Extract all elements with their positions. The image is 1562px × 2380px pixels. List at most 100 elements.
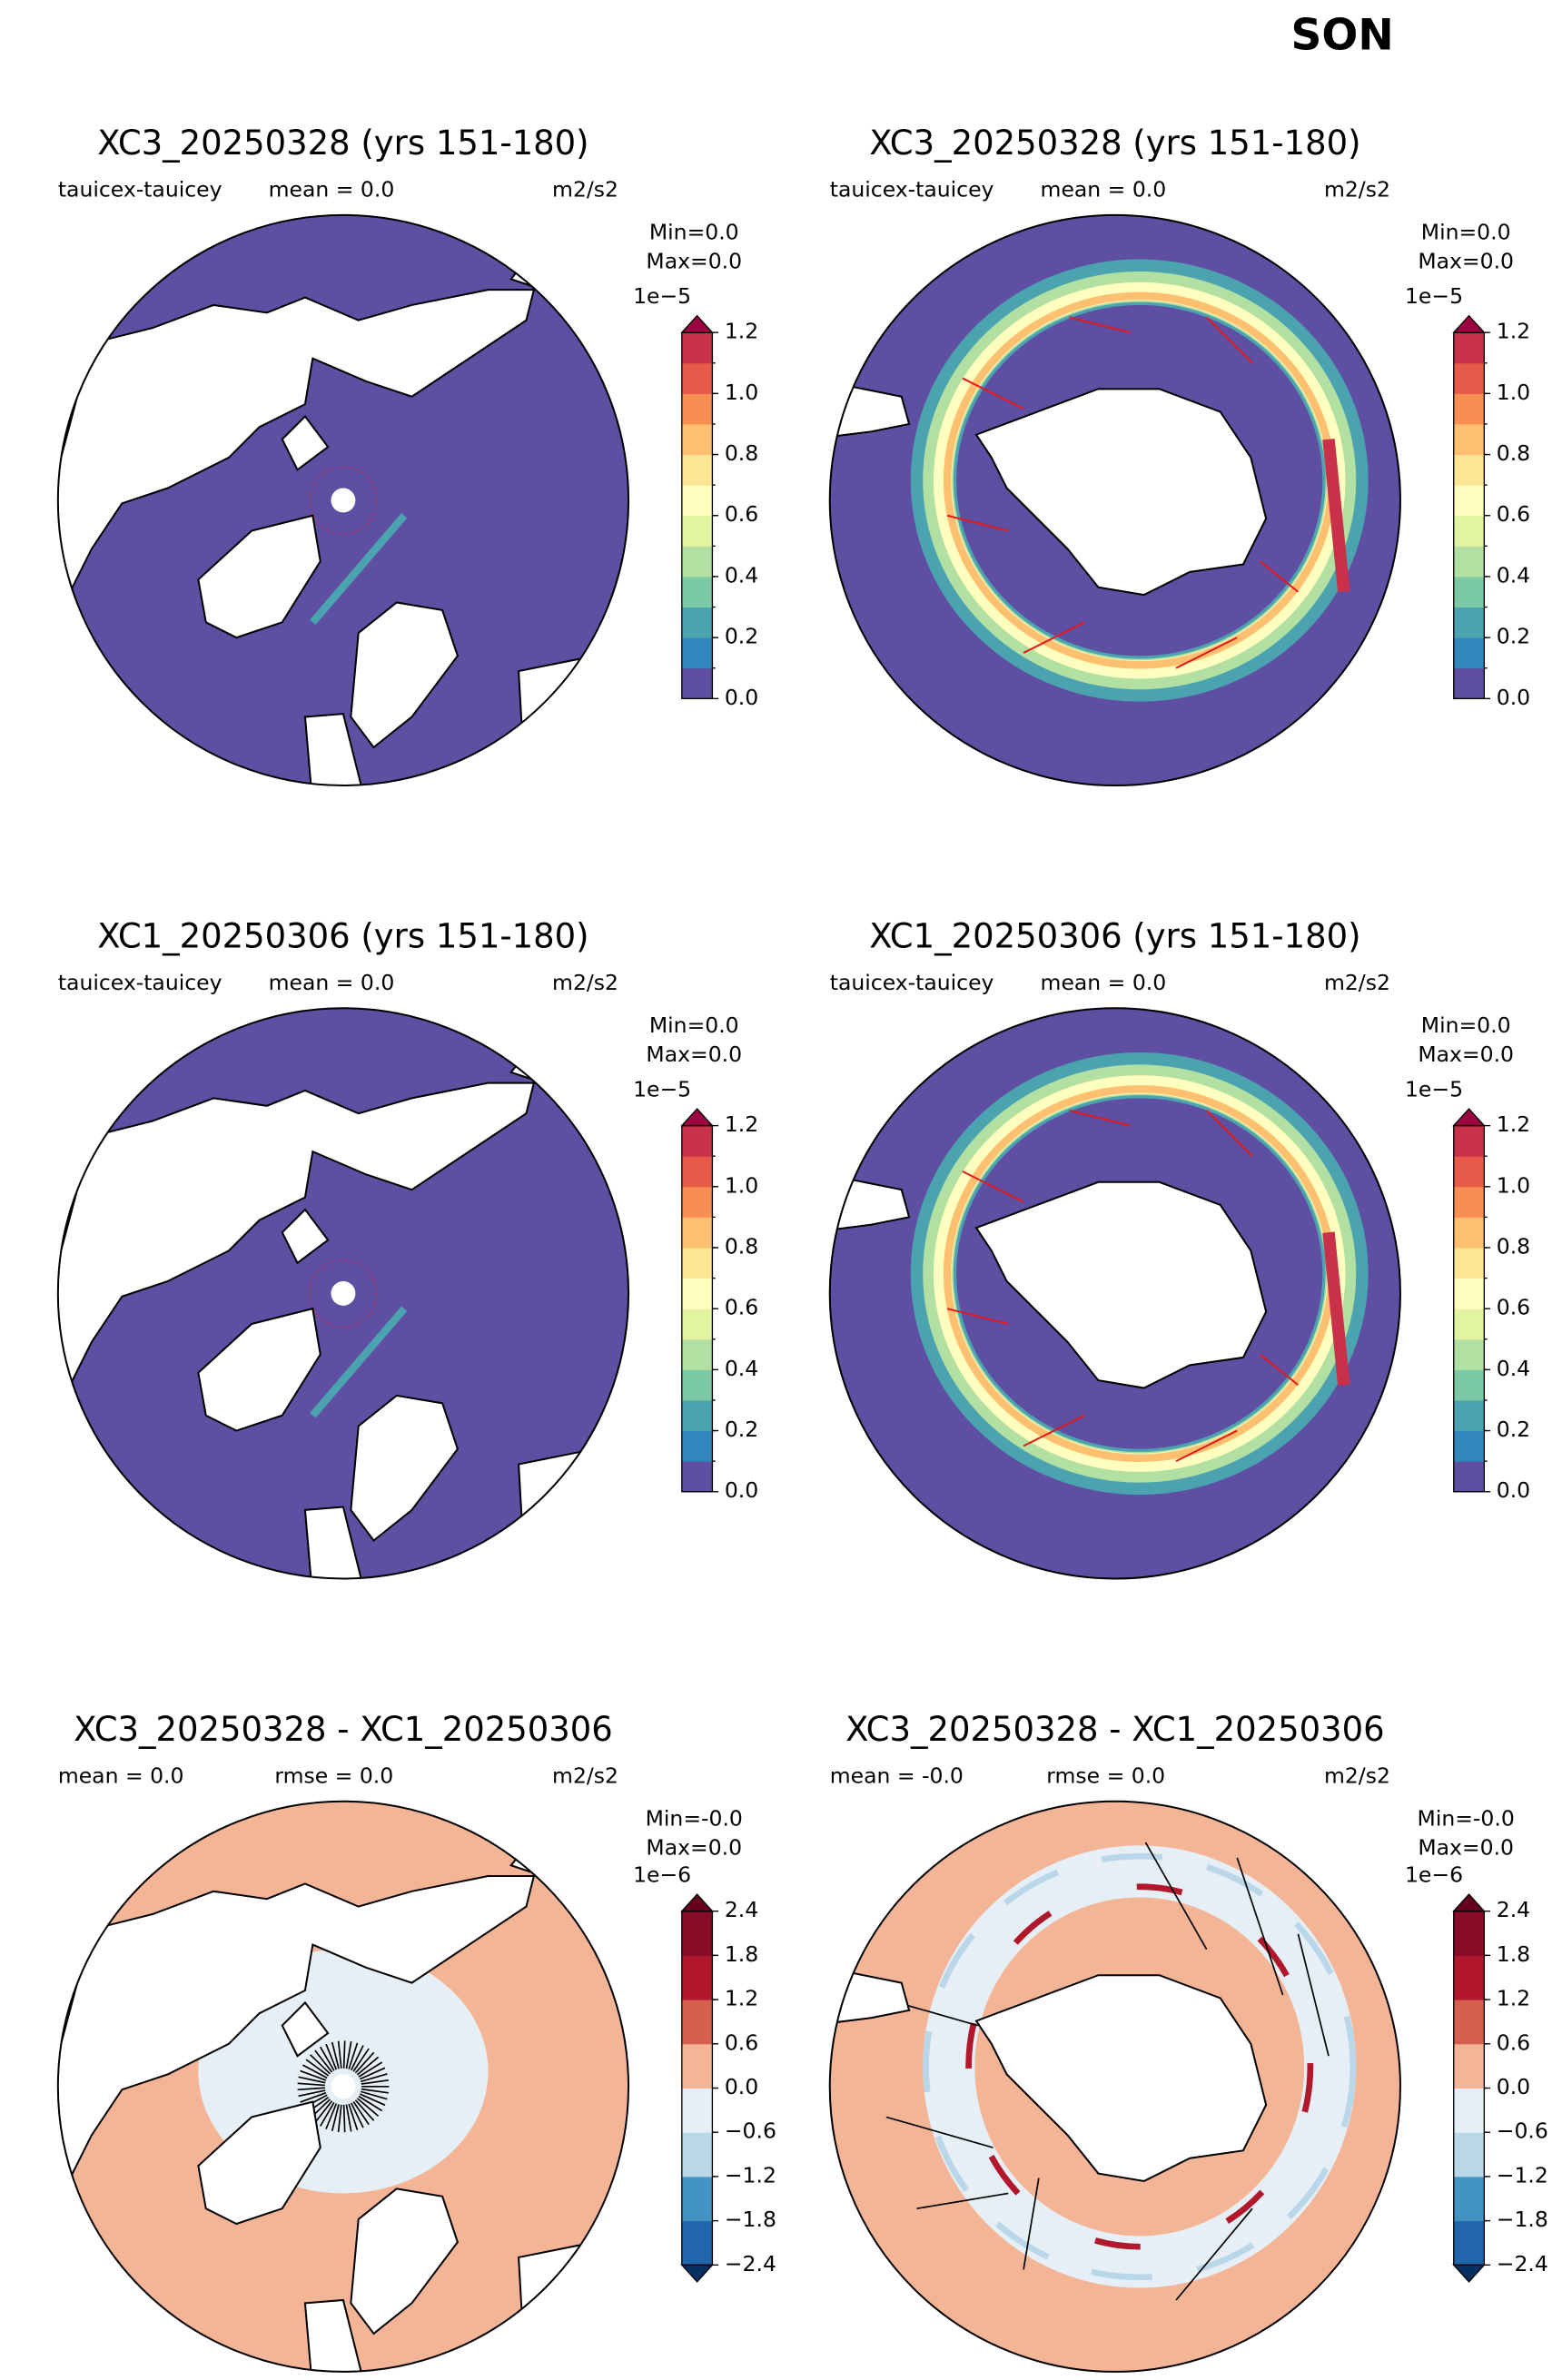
units: m2/s2 xyxy=(1324,970,1390,995)
colorbar-tick-label: 0.8 xyxy=(725,440,758,466)
units: m2/s2 xyxy=(552,970,618,995)
colorbar-tick-label: 0.2 xyxy=(725,624,758,649)
colorbar-segment xyxy=(681,2132,713,2178)
map xyxy=(56,1007,630,1580)
panel-title: XC1_20250306 (yrs 151-180) xyxy=(869,917,1360,956)
min-max: Min=0.0 xyxy=(1421,1012,1511,1038)
colorbar-segment xyxy=(1453,393,1485,425)
map-boundary xyxy=(828,1007,1401,1580)
colorbar-scale: 1e−5 xyxy=(633,1076,691,1101)
colorbar-scale: 1e−5 xyxy=(633,283,691,309)
map-field xyxy=(57,1801,629,2372)
colorbar-segment xyxy=(681,362,713,394)
vector xyxy=(348,2103,359,2131)
colorbar-tick-label: 1.2 xyxy=(725,1111,758,1137)
rmse-text: rmse = 0.0 xyxy=(274,1763,393,1788)
colorbar-tick-label: 0.2 xyxy=(1497,624,1530,649)
colorbar-segment xyxy=(681,2000,713,2045)
colorbar-segment xyxy=(1453,1461,1485,1493)
panel-title: XC3_20250328 - XC1_20250306 xyxy=(74,1710,613,1749)
colorbar-segment xyxy=(1453,423,1485,456)
field-name: tauicex-tauicey xyxy=(830,176,994,202)
mean-text: mean = -0.0 xyxy=(830,1763,964,1788)
colorbar-tick-label: 2.4 xyxy=(1497,1897,1530,1922)
vector xyxy=(1259,1353,1300,1386)
vector xyxy=(885,2116,994,2148)
min-max: Max=0.0 xyxy=(1418,1834,1514,1860)
colorbar-segment xyxy=(1453,2176,1485,2222)
colorbar-segment xyxy=(1453,362,1485,394)
vector xyxy=(337,2040,342,2069)
vector xyxy=(298,2076,326,2084)
vector xyxy=(300,2069,327,2081)
colorbar-tick-label: 0.0 xyxy=(725,2074,758,2099)
units: m2/s2 xyxy=(552,1763,618,1788)
vector xyxy=(348,2042,359,2069)
map-field xyxy=(57,214,629,786)
min-max: Min=0.0 xyxy=(649,1012,739,1038)
colorbar-scale: 1e−5 xyxy=(1405,283,1463,309)
colorbar-segment xyxy=(1453,1338,1485,1370)
colorbar-segment xyxy=(681,637,713,669)
colorbar-tick-label: 0.8 xyxy=(1497,440,1530,466)
vector xyxy=(320,2046,335,2071)
colorbar-tick-label: 1.2 xyxy=(725,1986,758,2011)
pole-ring xyxy=(309,466,378,535)
vector xyxy=(302,2064,328,2079)
vector xyxy=(351,2102,364,2128)
colorbar-segment xyxy=(1453,332,1485,364)
min-max: Min=0.0 xyxy=(649,219,739,244)
vector xyxy=(1175,2207,1253,2301)
colorbar-segment xyxy=(681,1461,713,1493)
vector xyxy=(361,2079,389,2085)
colorbar-extend xyxy=(680,1108,714,1127)
colorbar-segment xyxy=(681,1955,713,2000)
vector xyxy=(962,1170,1024,1203)
vector xyxy=(314,2049,333,2073)
colorbar-segment xyxy=(681,332,713,364)
colorbar-extend xyxy=(680,1893,714,1912)
vector xyxy=(360,2093,386,2107)
vector xyxy=(946,514,1009,532)
units: m2/s2 xyxy=(1324,176,1390,202)
map-boundary xyxy=(828,1800,1401,2373)
mean-text: mean = 0.0 xyxy=(269,970,395,995)
colorbar-tick-label: 0.2 xyxy=(1497,1417,1530,1442)
colorbar-tick-label: 0.4 xyxy=(1497,1356,1530,1381)
colorbar-tick-label: 0.6 xyxy=(1497,1295,1530,1320)
colorbar-segment xyxy=(681,515,713,547)
vector xyxy=(360,2067,386,2080)
field-name: tauicex-tauicey xyxy=(830,970,994,995)
colorbar-tick-label: 1.2 xyxy=(1497,1111,1530,1137)
panel-title: XC1_20250306 (yrs 151-180) xyxy=(97,917,588,956)
vector xyxy=(314,2100,333,2124)
colorbar-segment xyxy=(1453,485,1485,517)
vector xyxy=(352,2101,370,2126)
colorbar-scale: 1e−6 xyxy=(1405,1862,1463,1888)
anomaly-ring xyxy=(923,1845,1357,2288)
colorbar-tick-label: 0.4 xyxy=(725,562,758,588)
colorbar-segment xyxy=(681,1399,713,1432)
ice-edge xyxy=(310,513,408,626)
colorbar-segment xyxy=(681,667,713,699)
colorbar-tick-label: 0.6 xyxy=(725,2029,758,2055)
colorbar-segment xyxy=(1453,1186,1485,1218)
colorbar-tick-label: 0.6 xyxy=(725,501,758,527)
colorbar-segment xyxy=(681,546,713,578)
map-boundary xyxy=(56,1007,630,1580)
colorbar-tick-label: 2.4 xyxy=(725,1897,758,1922)
vector xyxy=(325,2043,338,2070)
colorbar-segment xyxy=(1453,1217,1485,1249)
min-max: Max=0.0 xyxy=(1418,248,1514,273)
colorbar-segment xyxy=(1453,2043,1485,2089)
map xyxy=(828,1007,1401,1580)
colorbar-tick-label: −1.2 xyxy=(725,2162,776,2187)
vector xyxy=(1205,1110,1253,1157)
colorbar-tick-label: 0.6 xyxy=(1497,501,1530,527)
vector xyxy=(297,2087,325,2091)
colorbar-segment xyxy=(1453,1430,1485,1462)
colorbar-tick-label: 0.2 xyxy=(725,1417,758,1442)
map-boundary xyxy=(56,213,630,787)
colorbar-segment xyxy=(681,1156,713,1188)
colorbar-segment xyxy=(681,1186,713,1218)
